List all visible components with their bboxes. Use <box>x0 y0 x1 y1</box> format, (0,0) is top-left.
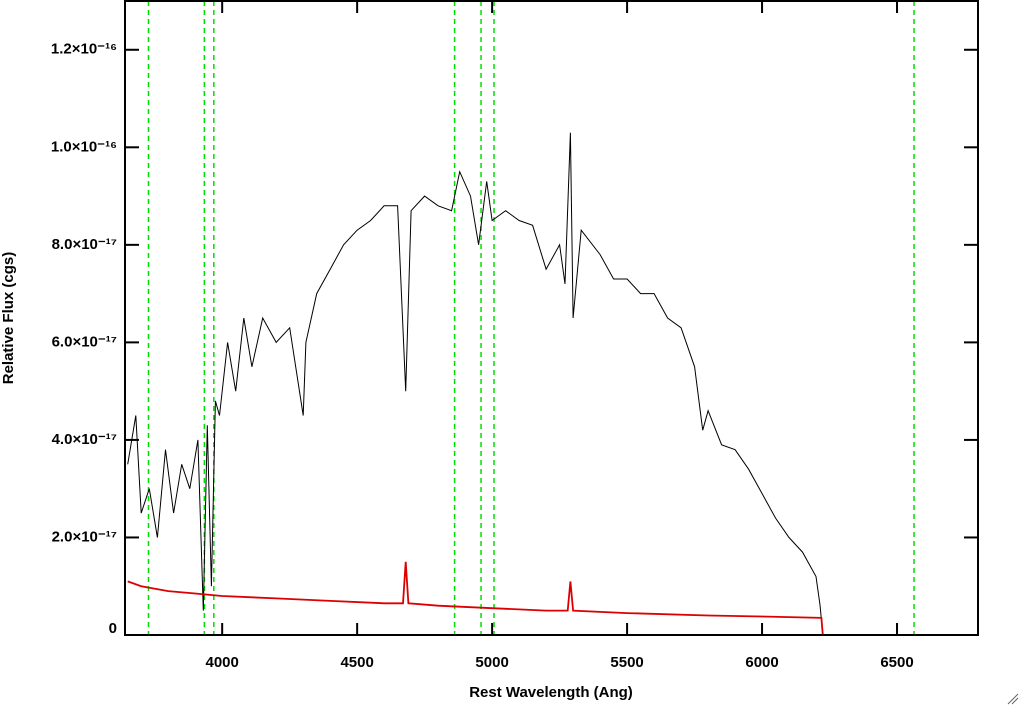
x-tick-label: 6000 <box>745 654 778 671</box>
y-axis-label: Relative Flux (cgs) <box>0 252 17 385</box>
x-axis-label: Rest Wavelength (Ang) <box>469 684 633 701</box>
y-tick-label: 2.0×10⁻¹⁷ <box>52 528 117 545</box>
resize-grip <box>1007 693 1019 705</box>
y-tick-label: 1.0×10⁻¹⁶ <box>51 138 117 155</box>
y-tick-label: 8.0×10⁻¹⁷ <box>52 236 117 253</box>
x-tick-label: 4000 <box>205 654 238 671</box>
plot-frame <box>124 0 979 636</box>
y-tick-label: 1.2×10⁻¹⁶ <box>51 41 117 58</box>
y-tick-label: 6.0×10⁻¹⁷ <box>52 333 117 350</box>
x-tick-label: 5000 <box>475 654 508 671</box>
x-tick-label: 6500 <box>880 654 913 671</box>
y-tick-label: 0 <box>109 620 117 637</box>
spectrum-line <box>127 561 978 636</box>
spectrum-line <box>127 132 824 636</box>
x-tick-label: 4500 <box>340 654 373 671</box>
x-tick-label: 5500 <box>610 654 643 671</box>
y-tick-label: 4.0×10⁻¹⁷ <box>52 431 117 448</box>
